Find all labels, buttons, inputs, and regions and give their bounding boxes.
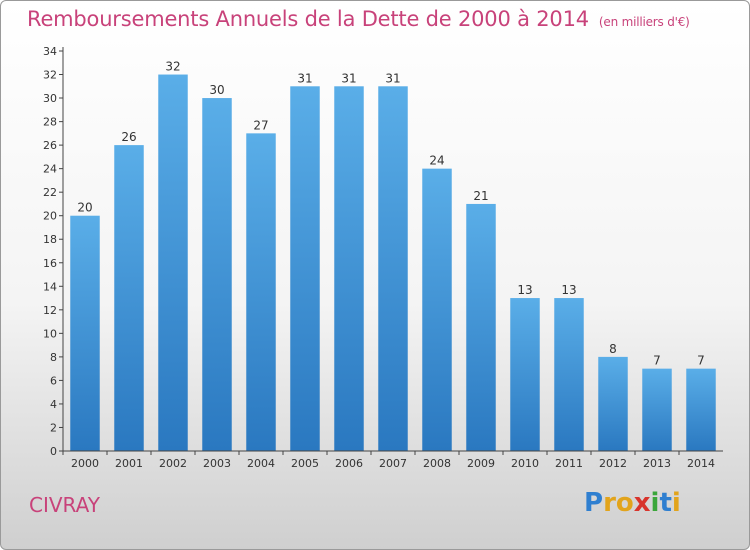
bars-group: 20 26 32 30 27 31 31 31 24 21 13 13 8 7 7 — [70, 60, 716, 451]
chart-unit: (en milliers d'€) — [598, 15, 690, 29]
y-tick-label: 2 — [50, 421, 57, 434]
y-tick-label: 14 — [43, 280, 57, 293]
data-label: 7 — [653, 354, 661, 368]
data-label: 27 — [253, 118, 268, 132]
bar-2004 — [246, 133, 276, 451]
bar-2013 — [642, 368, 672, 451]
proxiti-logo: Proxiti — [584, 488, 681, 518]
y-tick-label: 8 — [50, 351, 57, 364]
y-tick-label: 22 — [43, 186, 57, 199]
bar-2003 — [202, 98, 232, 451]
x-tick-label: 2010 — [511, 457, 539, 470]
y-tick-label: 34 — [43, 45, 57, 58]
data-label: 31 — [341, 71, 356, 85]
y-tick-label: 30 — [43, 92, 57, 105]
chart-title-text: Remboursements Annuels de la Dette de 20… — [27, 7, 589, 31]
bar-2012 — [598, 356, 628, 451]
logo-letter: i — [650, 488, 660, 518]
bar-2002 — [158, 74, 188, 451]
bar-2009 — [466, 203, 496, 451]
y-tick-label: 28 — [43, 116, 57, 129]
commune-name: CIVRAY — [29, 493, 100, 517]
bar-2005 — [290, 86, 320, 451]
y-tick-label: 32 — [43, 69, 57, 82]
bar-2010 — [510, 298, 540, 451]
y-tick-label: 0 — [50, 445, 57, 458]
data-label: 21 — [473, 189, 488, 203]
bar-2014 — [686, 368, 716, 451]
chart-title: Remboursements Annuels de la Dette de 20… — [27, 7, 690, 31]
logo-letter: P — [584, 488, 604, 518]
logo-letter: o — [615, 488, 634, 518]
x-tick-label: 2002 — [159, 457, 187, 470]
bar-2001 — [114, 145, 144, 451]
bar-2008 — [422, 168, 452, 451]
x-tick-label: 2000 — [71, 457, 99, 470]
x-tick-label: 2009 — [467, 457, 495, 470]
data-label: 13 — [517, 283, 532, 297]
data-label: 20 — [77, 201, 92, 215]
x-tick-label: 2007 — [379, 457, 407, 470]
data-label: 30 — [209, 83, 224, 97]
y-tick-label: 10 — [43, 327, 57, 340]
y-tick-label: 4 — [50, 398, 57, 411]
y-tick-label: 24 — [43, 163, 57, 176]
x-tick-label: 2005 — [291, 457, 319, 470]
x-tick-label: 2012 — [599, 457, 627, 470]
data-label: 26 — [121, 130, 136, 144]
x-tick-label: 2004 — [247, 457, 275, 470]
y-tick-label: 6 — [50, 374, 57, 387]
y-tick-label: 12 — [43, 304, 57, 317]
bar-2011 — [554, 298, 584, 451]
logo-letter: x — [633, 488, 651, 518]
y-tick-label: 20 — [43, 210, 57, 223]
axes-group: 2000 2001 2002 2003 2004 2005 2006 2007 2008 2009… — [43, 45, 723, 470]
logo-letter: r — [603, 488, 616, 518]
x-tick-label: 2013 — [643, 457, 671, 470]
bar-2006 — [334, 86, 364, 451]
x-tick-label: 2006 — [335, 457, 363, 470]
x-tick-label: 2001 — [115, 457, 143, 470]
y-tick-label: 26 — [43, 139, 57, 152]
data-label: 7 — [697, 354, 705, 368]
x-tick-label: 2008 — [423, 457, 451, 470]
data-label: 8 — [609, 342, 617, 356]
x-tick-label: 2014 — [687, 457, 715, 470]
data-label: 31 — [385, 71, 400, 85]
bar-2000 — [70, 215, 100, 451]
data-label: 31 — [297, 71, 312, 85]
logo-letter: t — [659, 488, 672, 518]
data-label: 24 — [429, 154, 444, 168]
data-label: 13 — [561, 283, 576, 297]
y-tick-label: 16 — [43, 257, 57, 270]
logo-letter: i — [671, 488, 681, 518]
x-tick-label: 2011 — [555, 457, 583, 470]
data-label: 32 — [165, 60, 180, 74]
y-tick-label: 18 — [43, 233, 57, 246]
bar-2007 — [378, 86, 408, 451]
x-tick-label: 2003 — [203, 457, 231, 470]
